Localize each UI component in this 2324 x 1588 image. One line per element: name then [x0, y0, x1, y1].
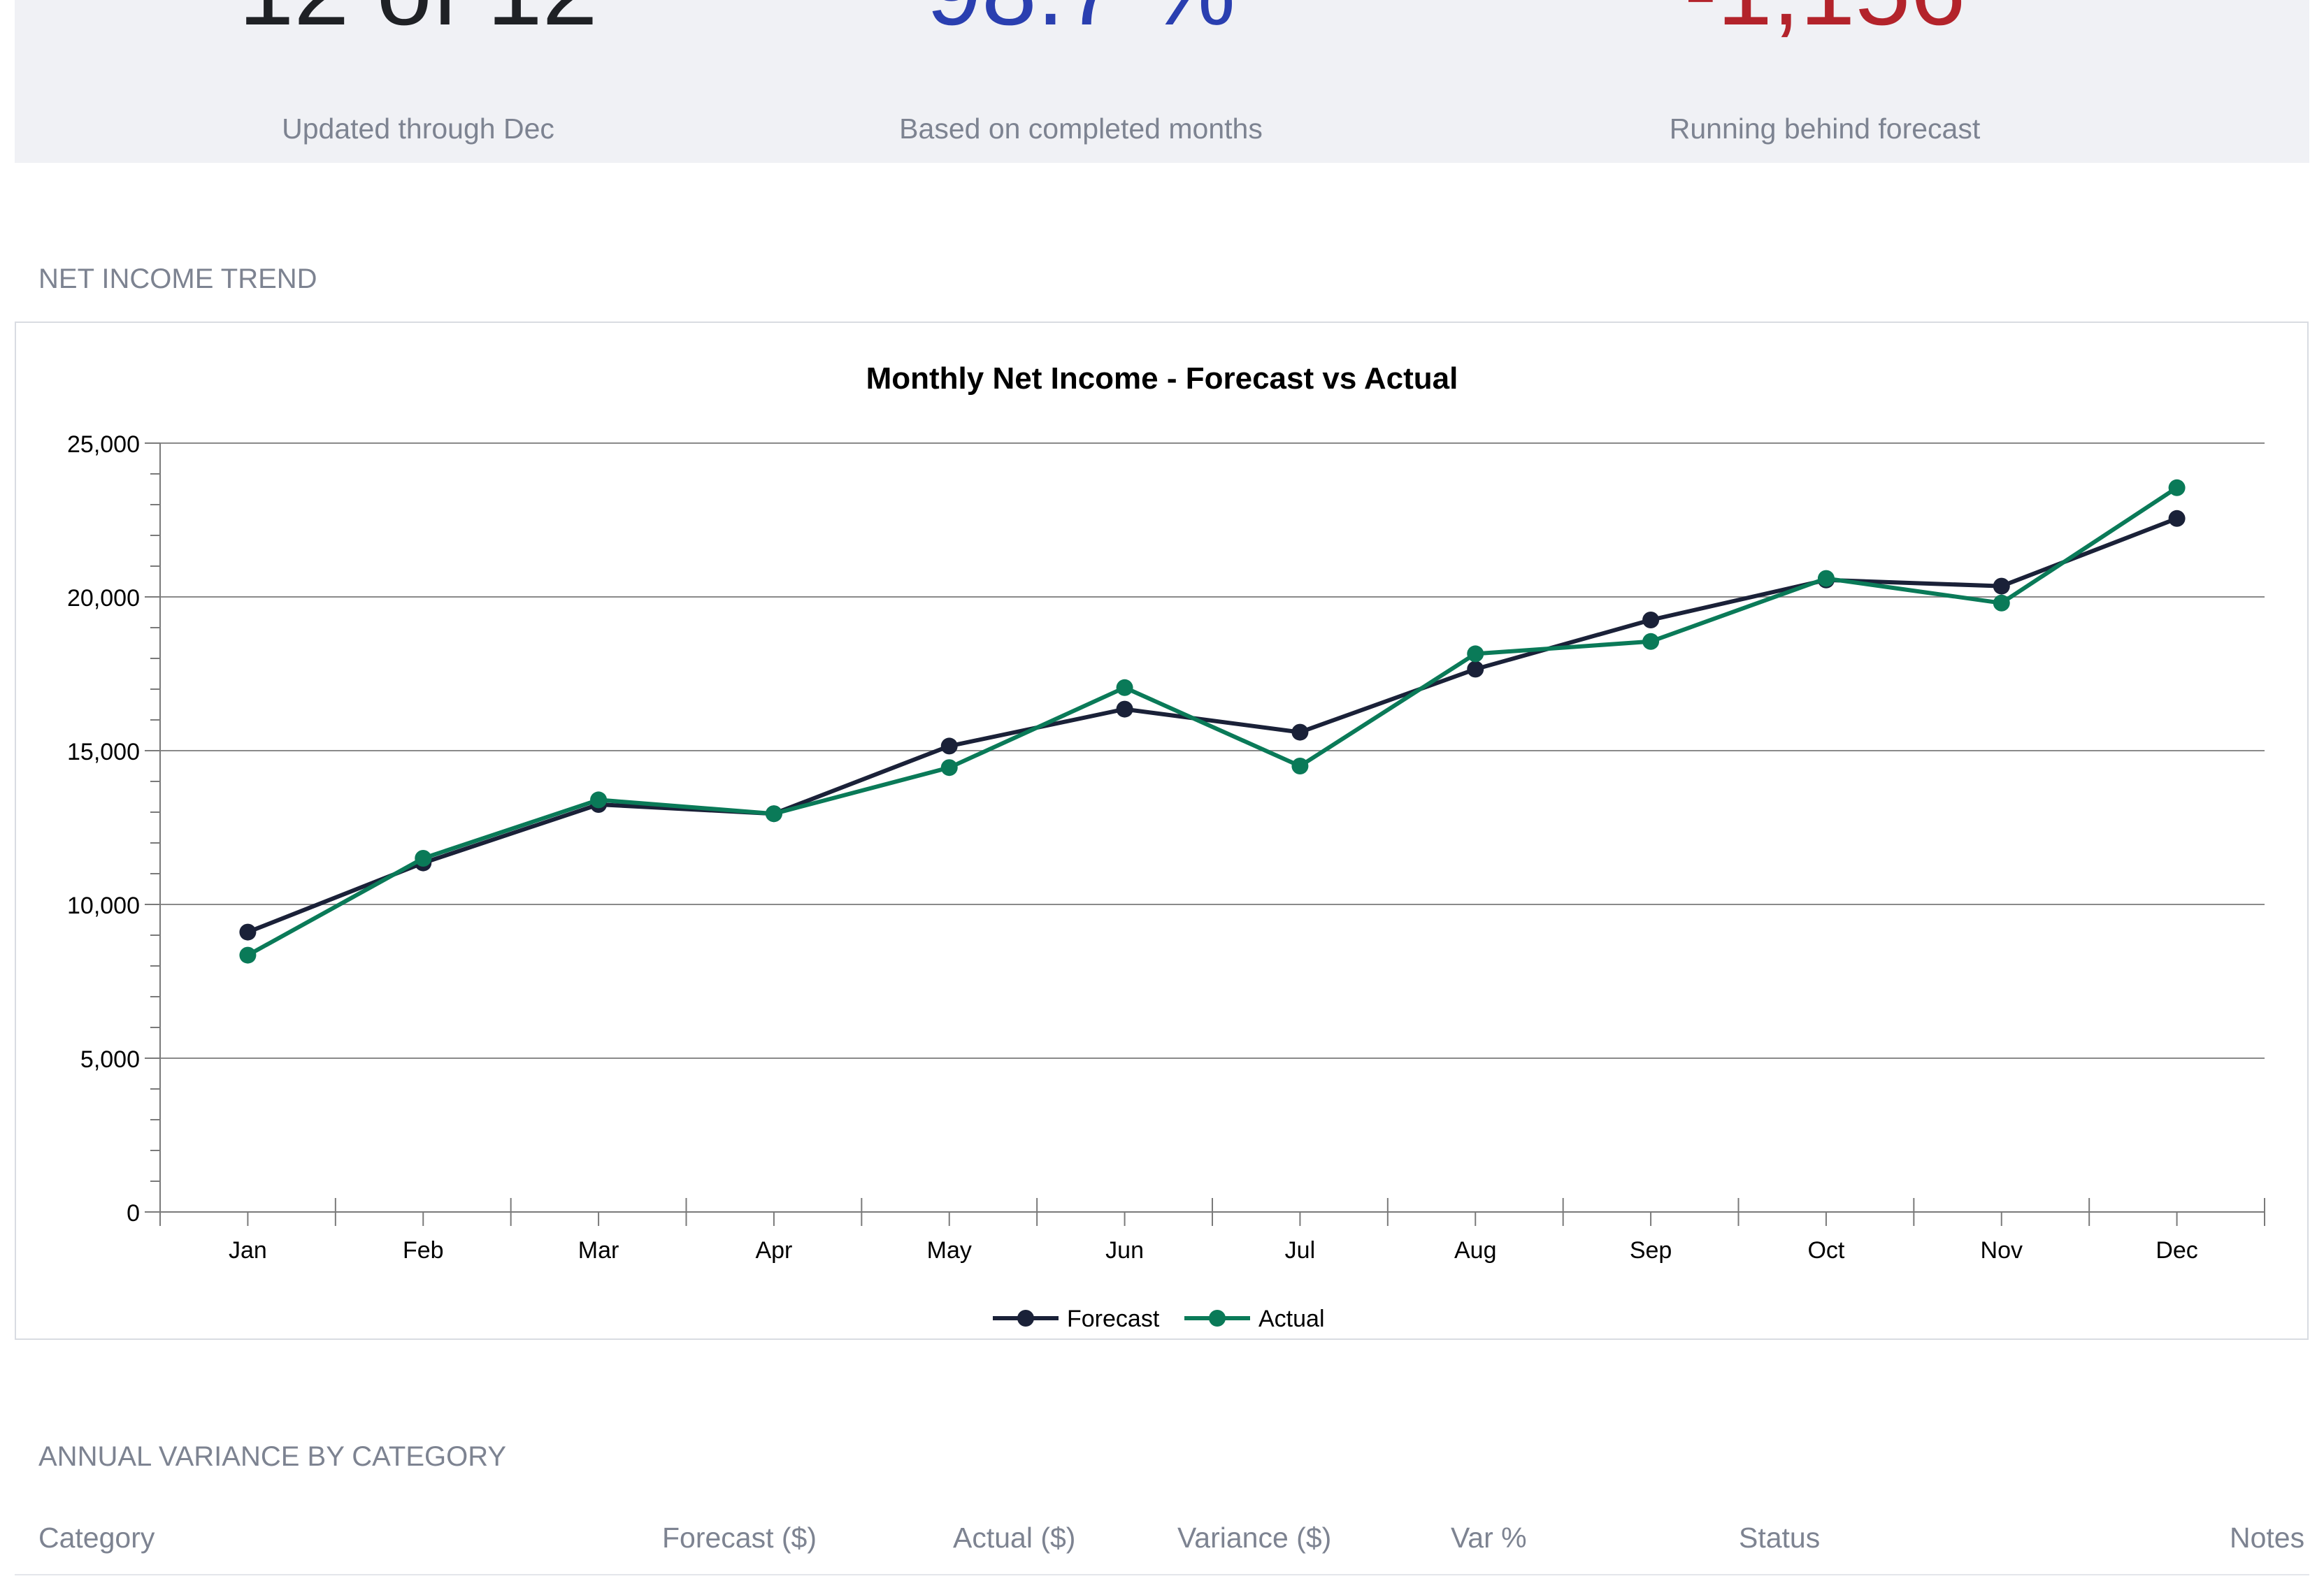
- data-point-forecast: [2168, 510, 2186, 527]
- x-tick-label: Jun: [1105, 1237, 1144, 1264]
- kpi-variance-subtitle: Running behind forecast: [1669, 113, 1981, 145]
- data-point-actual: [2168, 479, 2186, 496]
- data-point-actual: [940, 759, 958, 777]
- x-tick-label: Oct: [1807, 1237, 1844, 1264]
- y-tick-label: 0: [127, 1200, 140, 1227]
- column-header-var-percent[interactable]: Var %: [1451, 1522, 1527, 1554]
- kpi-months-subtitle: Updated through Dec: [282, 113, 554, 145]
- data-point-forecast: [1642, 612, 1660, 628]
- series-line-actual: [246, 486, 2179, 958]
- x-tick-label: Nov: [1981, 1237, 2023, 1264]
- y-tick-label: 15,000: [67, 739, 140, 765]
- x-tick-label: Apr: [755, 1237, 792, 1264]
- kpi-accuracy-value: 98.7 %: [926, 0, 1235, 43]
- annual-variance-heading: ANNUAL VARIANCE BY CATEGORY: [38, 1441, 507, 1472]
- chart-title: Monthly Net Income - Forecast vs Actual: [866, 361, 1458, 396]
- data-point-forecast: [1291, 723, 1309, 741]
- net-income-line-chart: Monthly Net Income - Forecast vs Actual …: [67, 361, 2265, 1332]
- data-point-forecast: [1116, 700, 1133, 718]
- net-income-chart-card: Monthly Net Income - Forecast vs Actual …: [15, 322, 2309, 1340]
- data-point-actual: [415, 850, 432, 867]
- legend-marker-actual: [1209, 1310, 1226, 1327]
- legend-label-forecast: Forecast: [1067, 1306, 1160, 1332]
- x-tick-label: Mar: [578, 1237, 619, 1264]
- x-tick-label: Jul: [1285, 1237, 1315, 1264]
- column-header-notes[interactable]: Notes: [2230, 1522, 2305, 1554]
- data-point-actual: [1291, 758, 1309, 774]
- data-point-actual: [1642, 633, 1660, 650]
- data-point-forecast: [1467, 661, 1484, 678]
- y-tick-label: 10,000: [67, 893, 140, 919]
- data-point-forecast: [239, 923, 257, 941]
- data-point-actual: [1116, 679, 1133, 696]
- data-point-actual: [590, 791, 608, 809]
- legend-marker-forecast: [1017, 1310, 1034, 1327]
- x-tick-label: Aug: [1454, 1237, 1497, 1264]
- x-tick-label: May: [927, 1237, 972, 1264]
- table-header-divider: [15, 1574, 2309, 1575]
- data-point-actual: [1817, 570, 1835, 587]
- x-tick-label: Dec: [2156, 1237, 2197, 1264]
- data-point-forecast: [940, 737, 958, 755]
- data-point-actual: [1467, 645, 1484, 663]
- y-tick-label: 25,000: [67, 431, 140, 458]
- y-tick-label: 5,000: [80, 1046, 140, 1073]
- legend-label-actual: Actual: [1258, 1306, 1325, 1332]
- column-header-category[interactable]: Category: [38, 1522, 155, 1554]
- x-tick-label: Sep: [1630, 1237, 1672, 1264]
- column-header-forecast[interactable]: Forecast ($): [662, 1522, 817, 1554]
- column-header-actual[interactable]: Actual ($): [953, 1522, 1076, 1554]
- data-point-actual: [239, 946, 257, 964]
- kpi-months-value: 12 of 12: [238, 0, 597, 43]
- net-income-trend-heading: NET INCOME TREND: [38, 264, 317, 294]
- kpi-variance-value: -1,156: [1684, 0, 1966, 43]
- data-point-actual: [1993, 594, 2010, 612]
- column-header-status[interactable]: Status: [1739, 1522, 1821, 1554]
- column-header-variance[interactable]: Variance ($): [1177, 1522, 1332, 1554]
- kpi-summary-band: [15, 0, 2309, 163]
- variance-table-header: Category Forecast ($) Actual ($) Varianc…: [0, 1513, 2324, 1575]
- y-tick-label: 20,000: [67, 585, 140, 612]
- x-tick-label: Jan: [229, 1237, 267, 1264]
- x-tick-label: Feb: [403, 1237, 444, 1264]
- data-point-forecast: [1993, 577, 2010, 595]
- kpi-accuracy-subtitle: Based on completed months: [899, 113, 1263, 145]
- data-point-actual: [765, 805, 782, 823]
